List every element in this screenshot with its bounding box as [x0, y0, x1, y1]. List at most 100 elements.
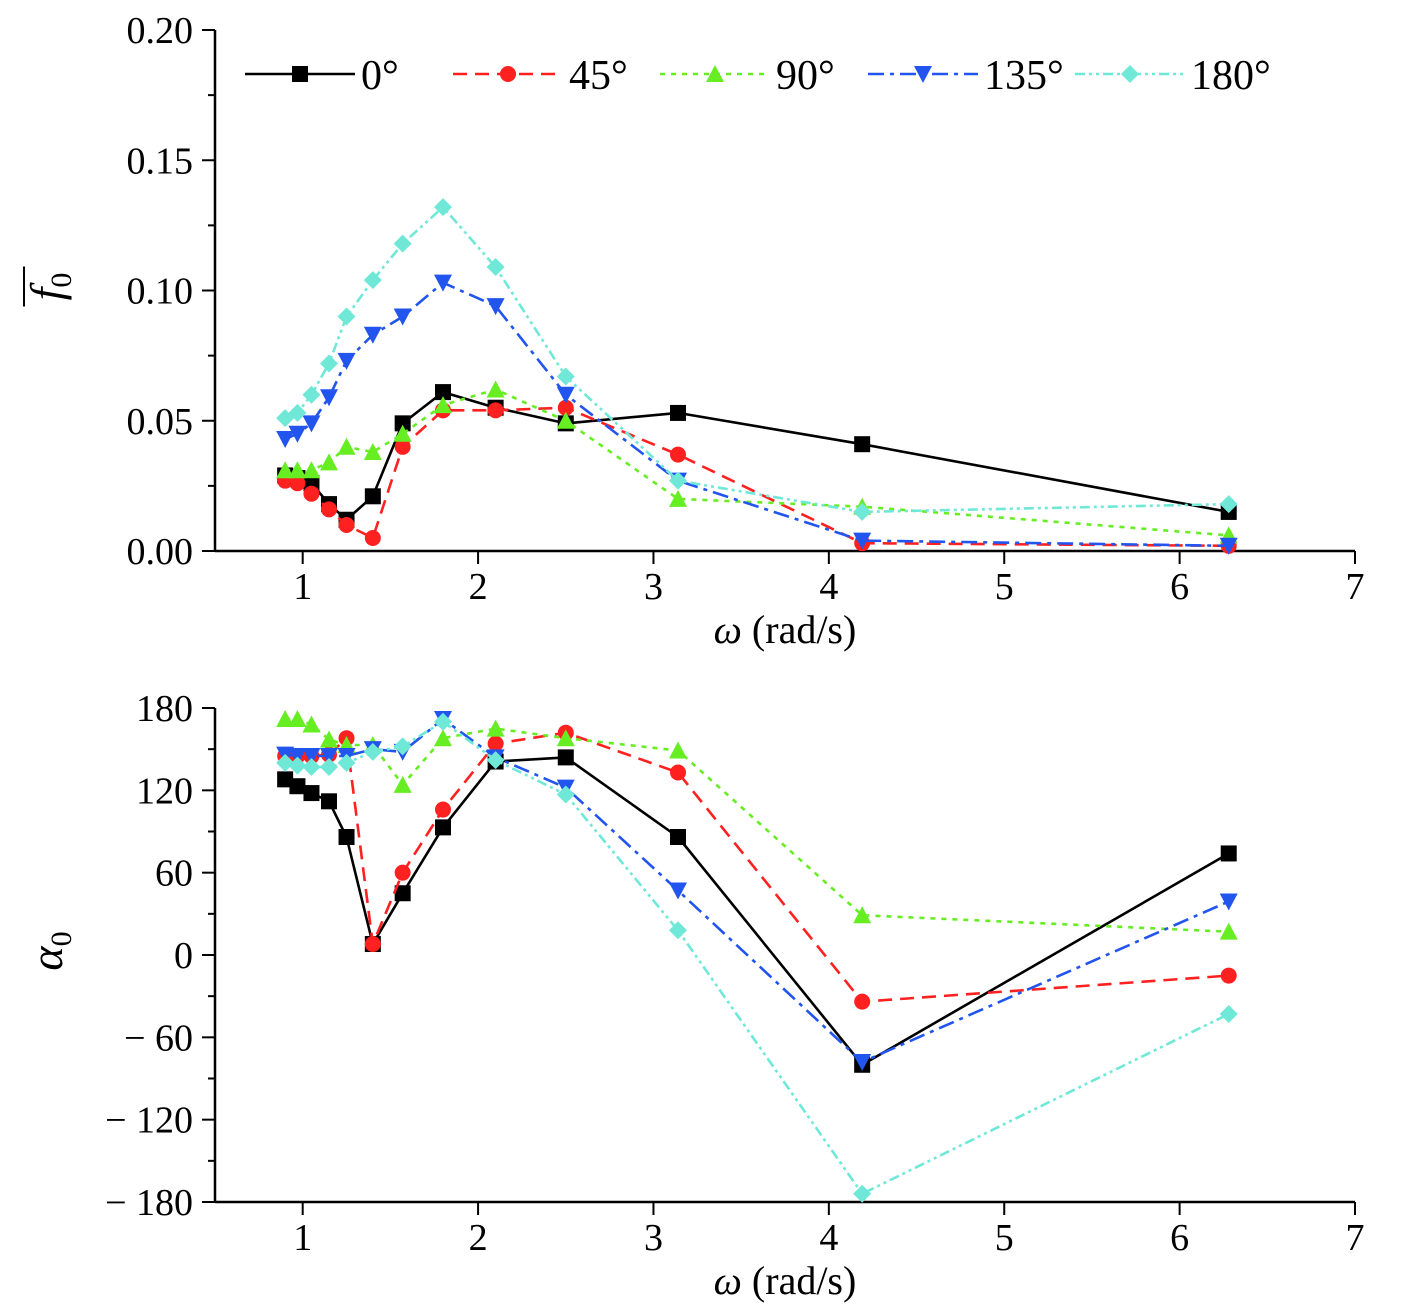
y-tick-label: 0.10 [127, 271, 194, 313]
data-point [854, 993, 871, 1010]
data-point [486, 380, 505, 398]
data-point [1220, 967, 1237, 984]
y-axis-title: f0 [21, 266, 78, 307]
data-point [338, 828, 355, 845]
legend-marker [500, 66, 516, 82]
data-point [434, 198, 452, 217]
data-point [486, 719, 505, 737]
data-point [277, 771, 294, 788]
data-point [557, 749, 574, 766]
y-tick-label: 0.20 [127, 10, 194, 52]
data-point [337, 753, 356, 772]
bottom-panel: 1 2 3 4 5 6 7 − 180 − 120 − 60 0 60 120 180 ω (rad/s) α… [21, 688, 1365, 1303]
data-point [288, 748, 307, 766]
data-point [1219, 537, 1238, 555]
data-point [669, 921, 688, 940]
data-point [434, 729, 452, 747]
y-tick-label: − 120 [105, 1100, 193, 1142]
data-point [670, 828, 687, 845]
data-point [320, 758, 338, 777]
series-4 [276, 198, 1238, 521]
series-line [284, 205, 1229, 514]
data-point [854, 436, 871, 453]
y-tick-label: 0.00 [127, 531, 194, 573]
data-point [337, 352, 356, 370]
top-panel: 1 2 3 4 5 6 7 0.00 0.05 0.10 0.15 0.20 ω (rad/s) f0 [21, 10, 1365, 652]
data-point [394, 438, 411, 455]
data-point [486, 258, 505, 277]
data-point [486, 298, 505, 316]
y-tick-label: 60 [155, 853, 193, 895]
data-point [276, 753, 295, 772]
legend-label: 90° [776, 53, 835, 99]
x-tick-label: 1 [293, 566, 312, 608]
x-tick-label: 2 [469, 566, 488, 608]
data-point [338, 516, 355, 533]
legend-entry: 180° [1075, 53, 1271, 99]
x-tick-label: 1 [293, 1217, 312, 1259]
y-tick-label: 180 [136, 688, 193, 730]
data-point [853, 906, 872, 924]
data-point [1220, 845, 1237, 862]
data-point [853, 1184, 872, 1203]
data-point [276, 461, 295, 479]
y-tick-label: 0.15 [127, 140, 194, 182]
legend-entry: 45° [453, 53, 628, 99]
series-line [285, 717, 1230, 1064]
x-axis-title: ω (rad/s) [714, 607, 857, 652]
legend-entry: 90° [660, 53, 835, 99]
series-line [284, 756, 1230, 1067]
data-point [393, 308, 412, 326]
data-point [853, 502, 872, 521]
data-point [363, 271, 382, 290]
data-point [320, 389, 338, 407]
data-point [289, 475, 306, 492]
legend-label: 0° [361, 53, 399, 99]
data-point [288, 756, 307, 775]
data-point [393, 775, 412, 793]
data-point [670, 404, 687, 421]
data-point [394, 885, 411, 902]
series-line [284, 390, 1229, 522]
data-point [556, 785, 575, 804]
data-point [434, 274, 452, 292]
data-point [394, 864, 411, 881]
data-point [487, 735, 504, 752]
data-point [276, 709, 295, 727]
data-point [364, 529, 381, 546]
legend-label: 135° [984, 53, 1064, 99]
data-point [1219, 1005, 1238, 1024]
series-line [285, 388, 1229, 537]
data-point [435, 801, 451, 818]
data-point [853, 1054, 872, 1072]
y-tick-label: 0 [174, 935, 193, 977]
y-tick-label: − 180 [105, 1182, 193, 1224]
data-point [302, 758, 321, 777]
data-point [669, 741, 688, 759]
series-3 [276, 274, 1238, 555]
series-line [284, 720, 1230, 1196]
data-point [364, 936, 381, 953]
x-tick-label: 4 [819, 566, 838, 608]
y-axis-title-text: f0 [21, 273, 78, 301]
x-tick-label: 6 [1170, 566, 1189, 608]
data-point [321, 793, 337, 810]
data-point [486, 751, 505, 770]
x-tick-label: 5 [995, 566, 1014, 608]
series-3 [276, 710, 1238, 1072]
data-point [556, 411, 575, 429]
data-point [364, 488, 381, 505]
y-axis-title-text: α0 [21, 931, 78, 970]
data-point [289, 778, 306, 795]
data-point [557, 399, 574, 416]
data-point [320, 453, 338, 471]
series-2 [276, 709, 1238, 940]
data-point [337, 437, 356, 455]
data-point [393, 234, 412, 253]
data-point [434, 712, 452, 731]
x-tick-label: 5 [995, 1217, 1014, 1259]
data-point [303, 785, 320, 802]
legend-marker [914, 66, 932, 83]
legend-marker [292, 66, 308, 82]
